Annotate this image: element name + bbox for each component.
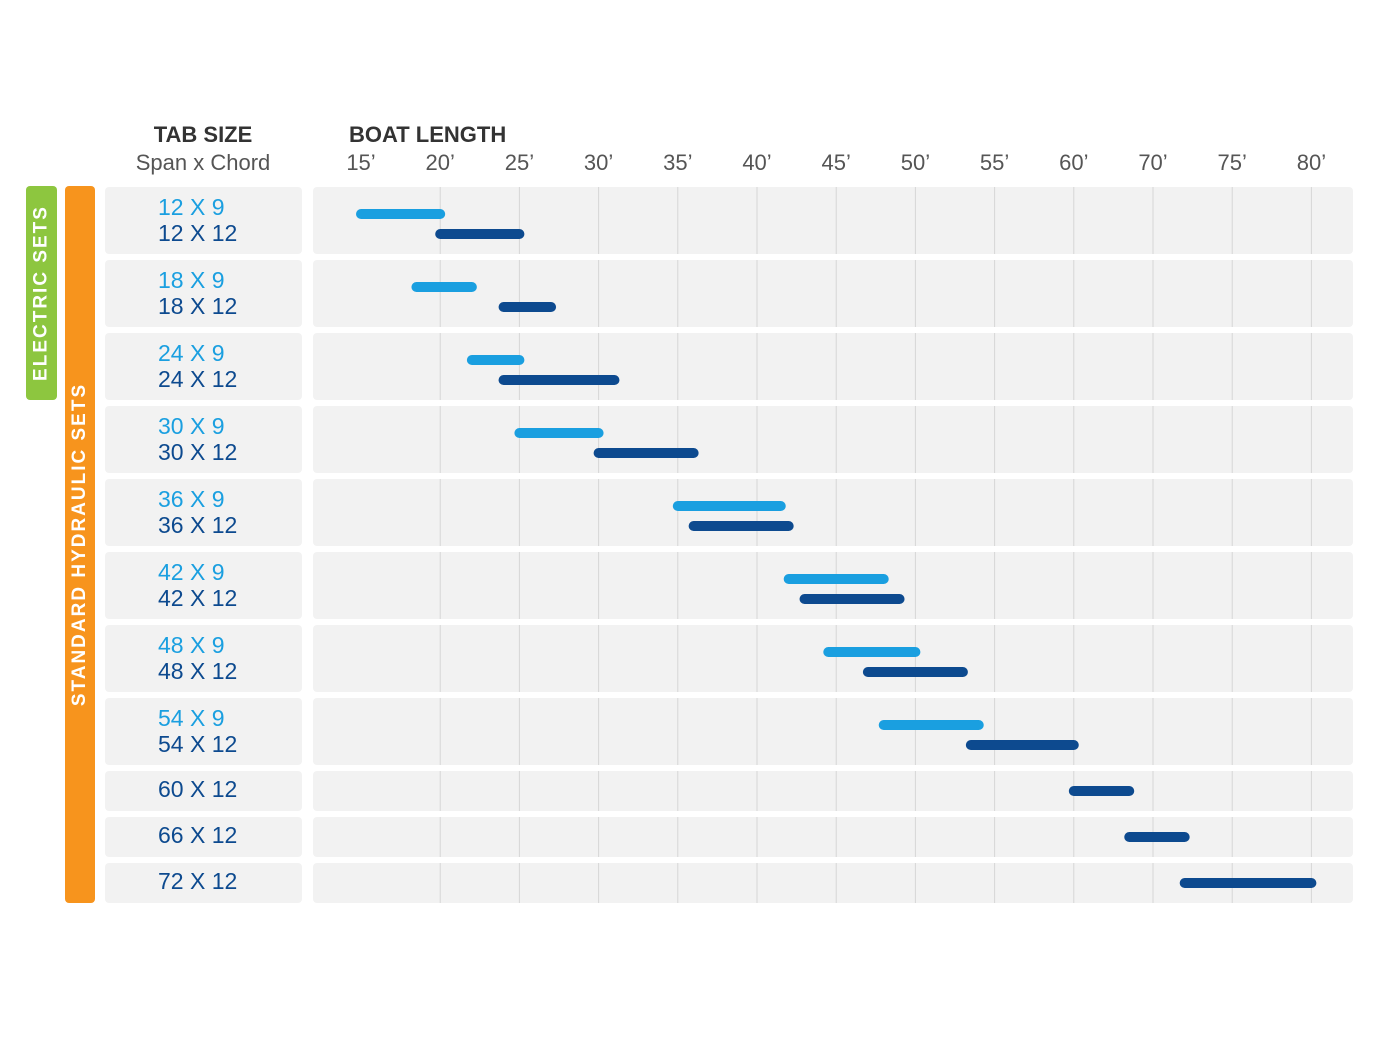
tab-size-label: 18 X 12 bbox=[158, 293, 237, 319]
label-cell bbox=[105, 625, 302, 692]
label-cell bbox=[105, 333, 302, 400]
tab-size-label: 48 X 9 bbox=[158, 632, 225, 658]
label-cell bbox=[105, 260, 302, 327]
x-tick-label: 60’ bbox=[1059, 150, 1088, 175]
tab-size-label: 42 X 12 bbox=[158, 585, 237, 611]
label-cell bbox=[105, 863, 302, 903]
row-bg bbox=[313, 406, 1353, 473]
tab-size-label: 54 X 12 bbox=[158, 731, 237, 757]
x-tick-label: 50’ bbox=[901, 150, 930, 175]
x-tick-label: 40’ bbox=[742, 150, 771, 175]
tab-size-label: 30 X 12 bbox=[158, 439, 237, 465]
tab-size-label: 72 X 12 bbox=[158, 868, 237, 894]
tab-size-label: 12 X 12 bbox=[158, 220, 237, 246]
x-tick-label: 35’ bbox=[663, 150, 692, 175]
tab-size-label: 66 X 12 bbox=[158, 822, 237, 848]
label-cell bbox=[105, 817, 302, 857]
header-boat-length: BOAT LENGTH bbox=[349, 122, 506, 147]
tab-size-label: 60 X 12 bbox=[158, 776, 237, 802]
tab-size-label: 42 X 9 bbox=[158, 559, 225, 585]
x-tick-label: 70’ bbox=[1138, 150, 1167, 175]
x-tick-label: 45’ bbox=[822, 150, 851, 175]
x-tick-label: 25’ bbox=[505, 150, 534, 175]
row-bg bbox=[313, 625, 1353, 692]
side-label: ELECTRIC SETS bbox=[31, 205, 52, 381]
row-bg bbox=[313, 552, 1353, 619]
row-bg bbox=[313, 771, 1353, 811]
header-span-chord: Span x Chord bbox=[136, 150, 271, 175]
tab-size-label: 48 X 12 bbox=[158, 658, 237, 684]
label-cell bbox=[105, 771, 302, 811]
label-cell bbox=[105, 698, 302, 765]
row-bg bbox=[313, 260, 1353, 327]
row-bg bbox=[313, 479, 1353, 546]
label-cell bbox=[105, 552, 302, 619]
label-cell bbox=[105, 406, 302, 473]
header-tab-size: TAB SIZE bbox=[154, 122, 253, 147]
row-bg bbox=[313, 817, 1353, 857]
x-tick-label: 80’ bbox=[1297, 150, 1326, 175]
tab-size-label: 30 X 9 bbox=[158, 413, 225, 439]
x-tick-label: 20’ bbox=[426, 150, 455, 175]
side-band bbox=[65, 186, 95, 903]
tab-size-label: 24 X 9 bbox=[158, 340, 225, 366]
tab-size-label: 36 X 9 bbox=[158, 486, 225, 512]
tab-size-label: 54 X 9 bbox=[158, 705, 225, 731]
x-tick-label: 15’ bbox=[346, 150, 375, 175]
x-tick-label: 75’ bbox=[1218, 150, 1247, 175]
x-tick-label: 55’ bbox=[980, 150, 1009, 175]
x-tick-label: 30’ bbox=[584, 150, 613, 175]
row-bg bbox=[313, 698, 1353, 765]
side-band bbox=[26, 186, 57, 400]
row-bg bbox=[313, 187, 1353, 254]
tab-size-label: 36 X 12 bbox=[158, 512, 237, 538]
side-label: STANDARD HYDRAULIC SETS bbox=[69, 383, 90, 706]
tab-size-label: 12 X 9 bbox=[158, 194, 225, 220]
tab-size-label: 18 X 9 bbox=[158, 267, 225, 293]
row-bg bbox=[313, 333, 1353, 400]
row-bg bbox=[313, 863, 1353, 903]
label-cell bbox=[105, 479, 302, 546]
label-cell bbox=[105, 187, 302, 254]
tab-size-label: 24 X 12 bbox=[158, 366, 237, 392]
